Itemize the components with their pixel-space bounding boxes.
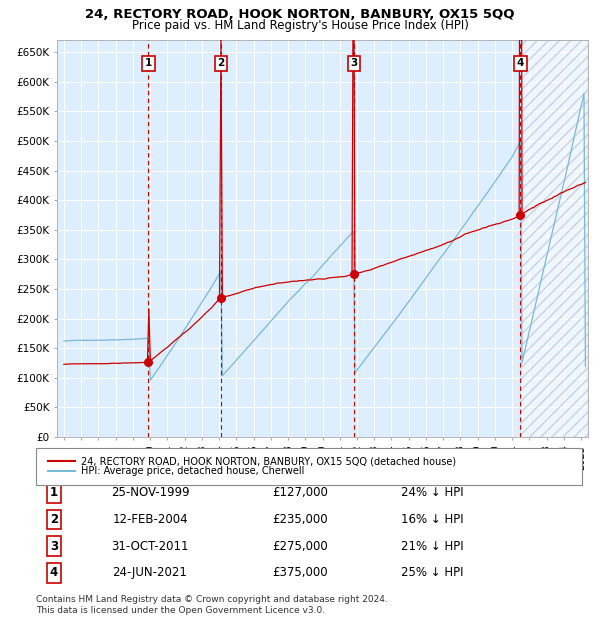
Text: £127,000: £127,000 <box>272 487 328 499</box>
Text: 24, RECTORY ROAD, HOOK NORTON, BANBURY, OX15 5QQ: 24, RECTORY ROAD, HOOK NORTON, BANBURY, … <box>85 8 515 21</box>
Text: 3: 3 <box>350 58 358 68</box>
Text: 2: 2 <box>218 58 225 68</box>
Text: 4: 4 <box>517 58 524 68</box>
Text: 24, RECTORY ROAD, HOOK NORTON, BANBURY, OX15 5QQ (detached house): 24, RECTORY ROAD, HOOK NORTON, BANBURY, … <box>81 456 456 466</box>
Text: 1: 1 <box>50 487 58 499</box>
Text: This data is licensed under the Open Government Licence v3.0.: This data is licensed under the Open Gov… <box>36 606 325 615</box>
Text: 31-OCT-2011: 31-OCT-2011 <box>111 540 189 552</box>
Text: 12-FEB-2004: 12-FEB-2004 <box>112 513 188 526</box>
Text: 1: 1 <box>145 58 152 68</box>
Text: HPI: Average price, detached house, Cherwell: HPI: Average price, detached house, Cher… <box>81 466 304 476</box>
Text: 16% ↓ HPI: 16% ↓ HPI <box>401 513 463 526</box>
Text: 24-JUN-2021: 24-JUN-2021 <box>113 567 187 579</box>
Text: 3: 3 <box>50 540 58 552</box>
Text: £375,000: £375,000 <box>272 567 328 579</box>
Text: 24% ↓ HPI: 24% ↓ HPI <box>401 487 463 499</box>
Text: Contains HM Land Registry data © Crown copyright and database right 2024.: Contains HM Land Registry data © Crown c… <box>36 595 388 604</box>
Text: 25-NOV-1999: 25-NOV-1999 <box>110 487 190 499</box>
Text: 25% ↓ HPI: 25% ↓ HPI <box>401 567 463 579</box>
Text: 21% ↓ HPI: 21% ↓ HPI <box>401 540 463 552</box>
Text: Price paid vs. HM Land Registry's House Price Index (HPI): Price paid vs. HM Land Registry's House … <box>131 19 469 32</box>
Text: £275,000: £275,000 <box>272 540 328 552</box>
Bar <box>521 40 588 437</box>
Text: £235,000: £235,000 <box>272 513 328 526</box>
Text: 2: 2 <box>50 513 58 526</box>
Text: 4: 4 <box>50 567 58 579</box>
